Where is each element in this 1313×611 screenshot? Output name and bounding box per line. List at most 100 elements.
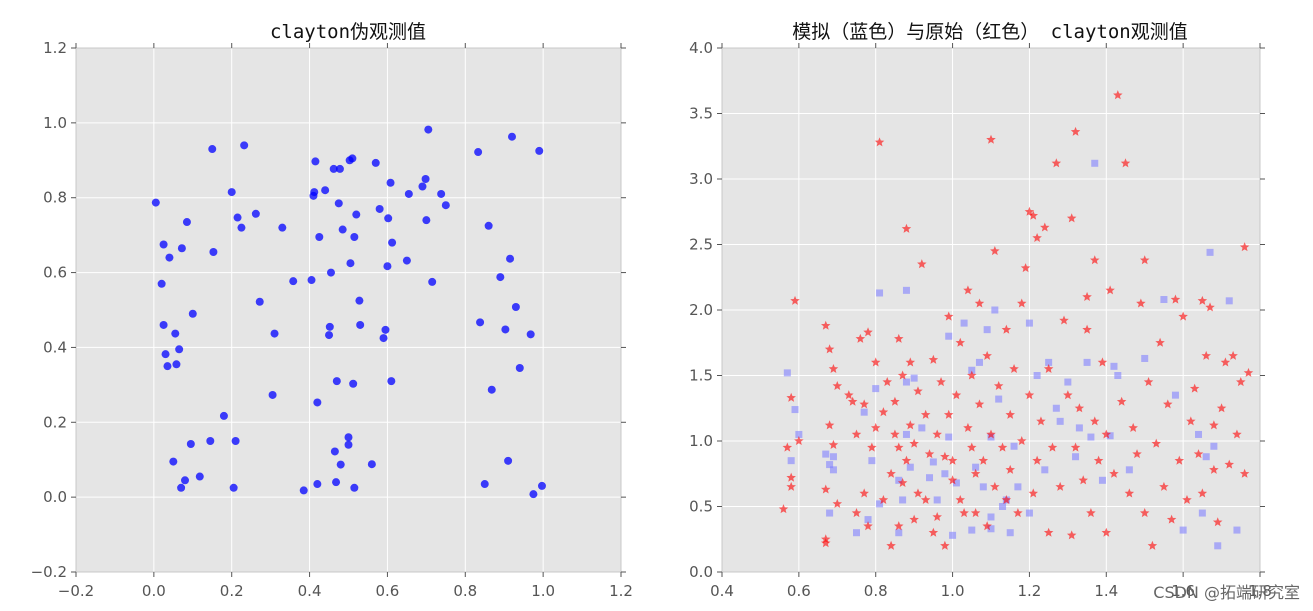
data-point-original [1189, 383, 1200, 393]
data-point [325, 331, 334, 340]
data-point-original [1066, 213, 1077, 223]
data-point-original [940, 540, 950, 550]
data-point-original [844, 390, 854, 400]
data-point-simulated [1202, 453, 1210, 461]
data-point [422, 216, 431, 225]
chart-title-left: clayton伪观测值 [270, 21, 426, 43]
data-point-original [1024, 390, 1035, 400]
data-point-original [1136, 298, 1146, 308]
data-point [165, 253, 174, 262]
data-point-original [851, 508, 862, 518]
data-point-original [886, 468, 896, 478]
data-point-original [855, 333, 866, 343]
data-point [195, 472, 204, 481]
data-point-simulated [1075, 424, 1083, 432]
data-point-original [1113, 90, 1123, 100]
x-tick-label: 0.8 [453, 582, 477, 600]
y-tick-label: 4.0 [689, 39, 713, 57]
data-point-original [1197, 488, 1208, 498]
data-point-simulated [1214, 542, 1222, 550]
data-point-original [901, 223, 912, 233]
data-point-simulated [1225, 297, 1233, 305]
data-point-original [1182, 494, 1192, 504]
data-point [537, 481, 546, 490]
data-point-simulated [1171, 391, 1179, 399]
data-point [307, 276, 316, 285]
x-tick-label: 1.8 [1248, 582, 1272, 600]
data-point-original [943, 311, 954, 321]
data-point [383, 262, 392, 271]
data-point-simulated [991, 306, 999, 314]
data-point-original [1070, 442, 1081, 452]
data-point [182, 218, 191, 227]
data-point-original [978, 455, 989, 465]
data-points-right [778, 90, 1254, 550]
data-point-original [878, 494, 889, 504]
data-point-original [821, 320, 831, 330]
data-point [418, 182, 427, 191]
data-point-simulated [826, 461, 834, 469]
y-tick-label: 1.5 [689, 367, 713, 385]
data-point [171, 329, 180, 338]
tick-labels-left: −0.2 0.0 0.2 0.4 0.6 0.8 1.0 1.2 −0.2 0.0 0.2 0.4 0.… [31, 39, 633, 600]
data-point [386, 178, 395, 187]
data-point [157, 279, 166, 288]
data-point [526, 330, 535, 339]
x-tick-label: −0.2 [58, 582, 94, 600]
data-point-original [1212, 517, 1223, 527]
plot-frame-left [75, 47, 622, 573]
data-point-original [1147, 540, 1158, 550]
x-tick-label: 0.4 [298, 582, 322, 600]
data-point-original [947, 475, 958, 485]
data-point-original [963, 422, 973, 432]
data-point [529, 490, 538, 499]
data-point-original [1078, 475, 1088, 485]
data-point-simulated [1010, 442, 1018, 450]
data-point-simulated [945, 433, 953, 441]
data-point-original [1013, 508, 1023, 518]
data-point [515, 364, 524, 373]
data-point [496, 273, 505, 282]
data-point-original [1028, 210, 1039, 220]
data-point-original [986, 134, 996, 144]
x-tick-label: 0.6 [787, 582, 811, 600]
data-point-original [970, 508, 981, 518]
data-point-simulated [1179, 526, 1187, 534]
data-point [404, 189, 413, 198]
data-point-simulated [895, 476, 903, 484]
data-point [313, 398, 322, 407]
data-point-simulated [829, 453, 837, 461]
data-point-simulated [1045, 358, 1053, 366]
data-point [355, 296, 364, 305]
data-point-original [1032, 232, 1042, 242]
data-point-original [974, 298, 985, 308]
data-point-original [982, 521, 992, 531]
data-point [428, 277, 437, 286]
data-point-original [928, 354, 939, 364]
data-point-original [859, 488, 869, 498]
data-point-original [901, 455, 912, 465]
data-point [332, 478, 341, 487]
data-point [159, 320, 168, 329]
y-tick-label: 1.0 [689, 432, 713, 450]
data-point [161, 350, 170, 359]
data-point-original [1124, 488, 1135, 498]
y-tick-label: 3.5 [689, 105, 713, 123]
y-tick-label: 0.5 [689, 498, 713, 516]
data-point [350, 483, 359, 492]
data-point-simulated [975, 358, 983, 366]
data-point-original [794, 436, 804, 446]
data-point-original [1005, 409, 1015, 419]
data-point [371, 158, 380, 167]
x-tick-label: 0.8 [864, 582, 888, 600]
watermark: CSDN @拓端研究室 [1153, 583, 1300, 602]
data-point-simulated [999, 503, 1007, 510]
x-tick-label: 0.6 [375, 582, 399, 600]
data-point [384, 214, 393, 223]
data-point-simulated [1114, 372, 1122, 379]
data-point-original [1047, 442, 1058, 452]
data-point [535, 146, 544, 155]
data-point-original [1170, 294, 1181, 304]
data-point [177, 244, 186, 253]
data-point-original [943, 409, 954, 419]
